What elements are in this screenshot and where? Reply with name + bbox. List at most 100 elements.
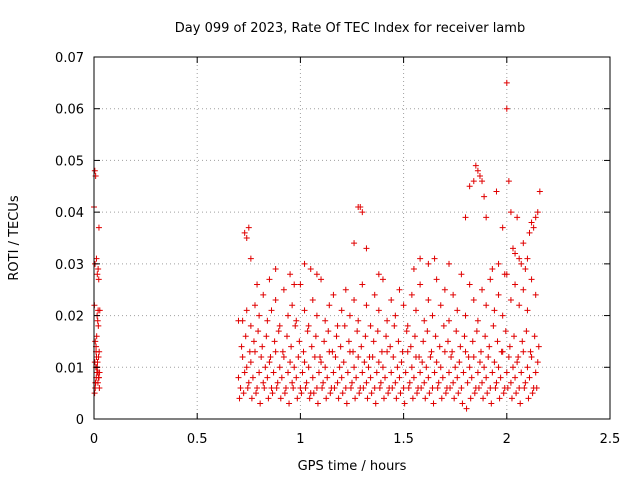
data-point — [525, 395, 532, 402]
x-tick-label: 0 — [90, 432, 98, 447]
data-point — [501, 271, 508, 278]
x-tick-label: 1.5 — [393, 432, 414, 447]
data-point — [474, 167, 481, 174]
data-point — [528, 219, 535, 226]
data-point — [457, 343, 464, 350]
data-point — [352, 395, 359, 402]
data-point — [378, 348, 385, 355]
data-point — [320, 379, 327, 386]
data-point — [405, 384, 412, 391]
data-point — [296, 338, 303, 345]
data-point — [459, 400, 466, 407]
data-point — [533, 384, 540, 391]
data-point — [294, 395, 301, 402]
data-point — [530, 224, 537, 231]
data-point — [384, 348, 391, 355]
data-point — [403, 328, 410, 335]
data-point — [499, 224, 506, 231]
data-point — [317, 353, 324, 360]
data-point — [504, 384, 511, 391]
data-point — [297, 281, 304, 288]
data-point — [241, 369, 248, 376]
data-point — [374, 328, 381, 335]
data-point — [520, 348, 527, 355]
data-point — [299, 369, 306, 376]
data-point — [424, 328, 431, 335]
data-point — [433, 359, 440, 366]
x-tick-label: 1 — [296, 432, 304, 447]
data-point — [362, 333, 369, 340]
data-point — [535, 343, 542, 350]
data-point — [462, 348, 469, 355]
y-tick-label: 0.05 — [55, 154, 84, 169]
data-point — [456, 359, 463, 366]
data-point — [355, 317, 362, 324]
data-point — [388, 297, 395, 304]
data-point — [94, 359, 101, 366]
data-point — [309, 374, 316, 381]
data-point — [288, 343, 295, 350]
grid-lines — [94, 57, 610, 419]
data-point — [491, 307, 498, 314]
data-point — [368, 390, 375, 397]
data-point — [276, 322, 283, 329]
data-point — [508, 395, 515, 402]
data-point — [382, 374, 389, 381]
data-point — [421, 379, 428, 386]
data-point — [265, 395, 272, 402]
data-point — [261, 384, 268, 391]
data-point — [249, 374, 256, 381]
data-point — [516, 302, 523, 309]
data-point — [487, 384, 494, 391]
data-point — [499, 312, 506, 319]
data-point — [308, 343, 315, 350]
data-point — [466, 183, 473, 190]
data-point — [529, 390, 536, 397]
data-point — [268, 384, 275, 391]
y-tick-label: 0.04 — [55, 206, 84, 221]
y-tick-label: 0.07 — [55, 51, 84, 66]
data-point — [435, 379, 442, 386]
data-point — [518, 369, 525, 376]
data-point — [427, 353, 434, 360]
data-point — [414, 390, 421, 397]
data-point — [391, 322, 398, 329]
data-point — [478, 348, 484, 355]
data-point — [497, 374, 504, 381]
data-point — [398, 359, 405, 366]
data-point — [305, 364, 312, 371]
data-point — [290, 384, 297, 391]
data-point — [451, 395, 458, 402]
data-point — [446, 317, 453, 324]
data-point — [486, 343, 493, 350]
data-point — [526, 229, 533, 236]
data-point — [488, 400, 495, 407]
data-point — [421, 317, 428, 324]
data-point — [496, 395, 503, 402]
data-point — [338, 374, 345, 381]
data-point — [243, 364, 250, 371]
data-point — [432, 333, 439, 340]
data-point — [502, 328, 509, 335]
data-point — [251, 302, 258, 309]
data-point — [503, 79, 510, 86]
data-point — [527, 348, 534, 355]
data-point — [95, 276, 102, 283]
data-point — [406, 379, 413, 386]
data-point — [377, 379, 384, 386]
data-point — [417, 369, 424, 376]
data-point — [355, 353, 362, 360]
data-point — [268, 307, 275, 314]
data-point — [503, 105, 510, 112]
data-point — [305, 322, 312, 329]
data-point — [91, 390, 98, 397]
data-point — [281, 390, 288, 397]
data-point — [438, 395, 445, 402]
data-point — [441, 286, 448, 293]
data-point — [532, 369, 539, 376]
data-point — [512, 281, 519, 288]
data-point — [383, 333, 390, 340]
data-point — [309, 297, 316, 304]
data-point — [518, 260, 525, 267]
data-point — [479, 379, 486, 386]
